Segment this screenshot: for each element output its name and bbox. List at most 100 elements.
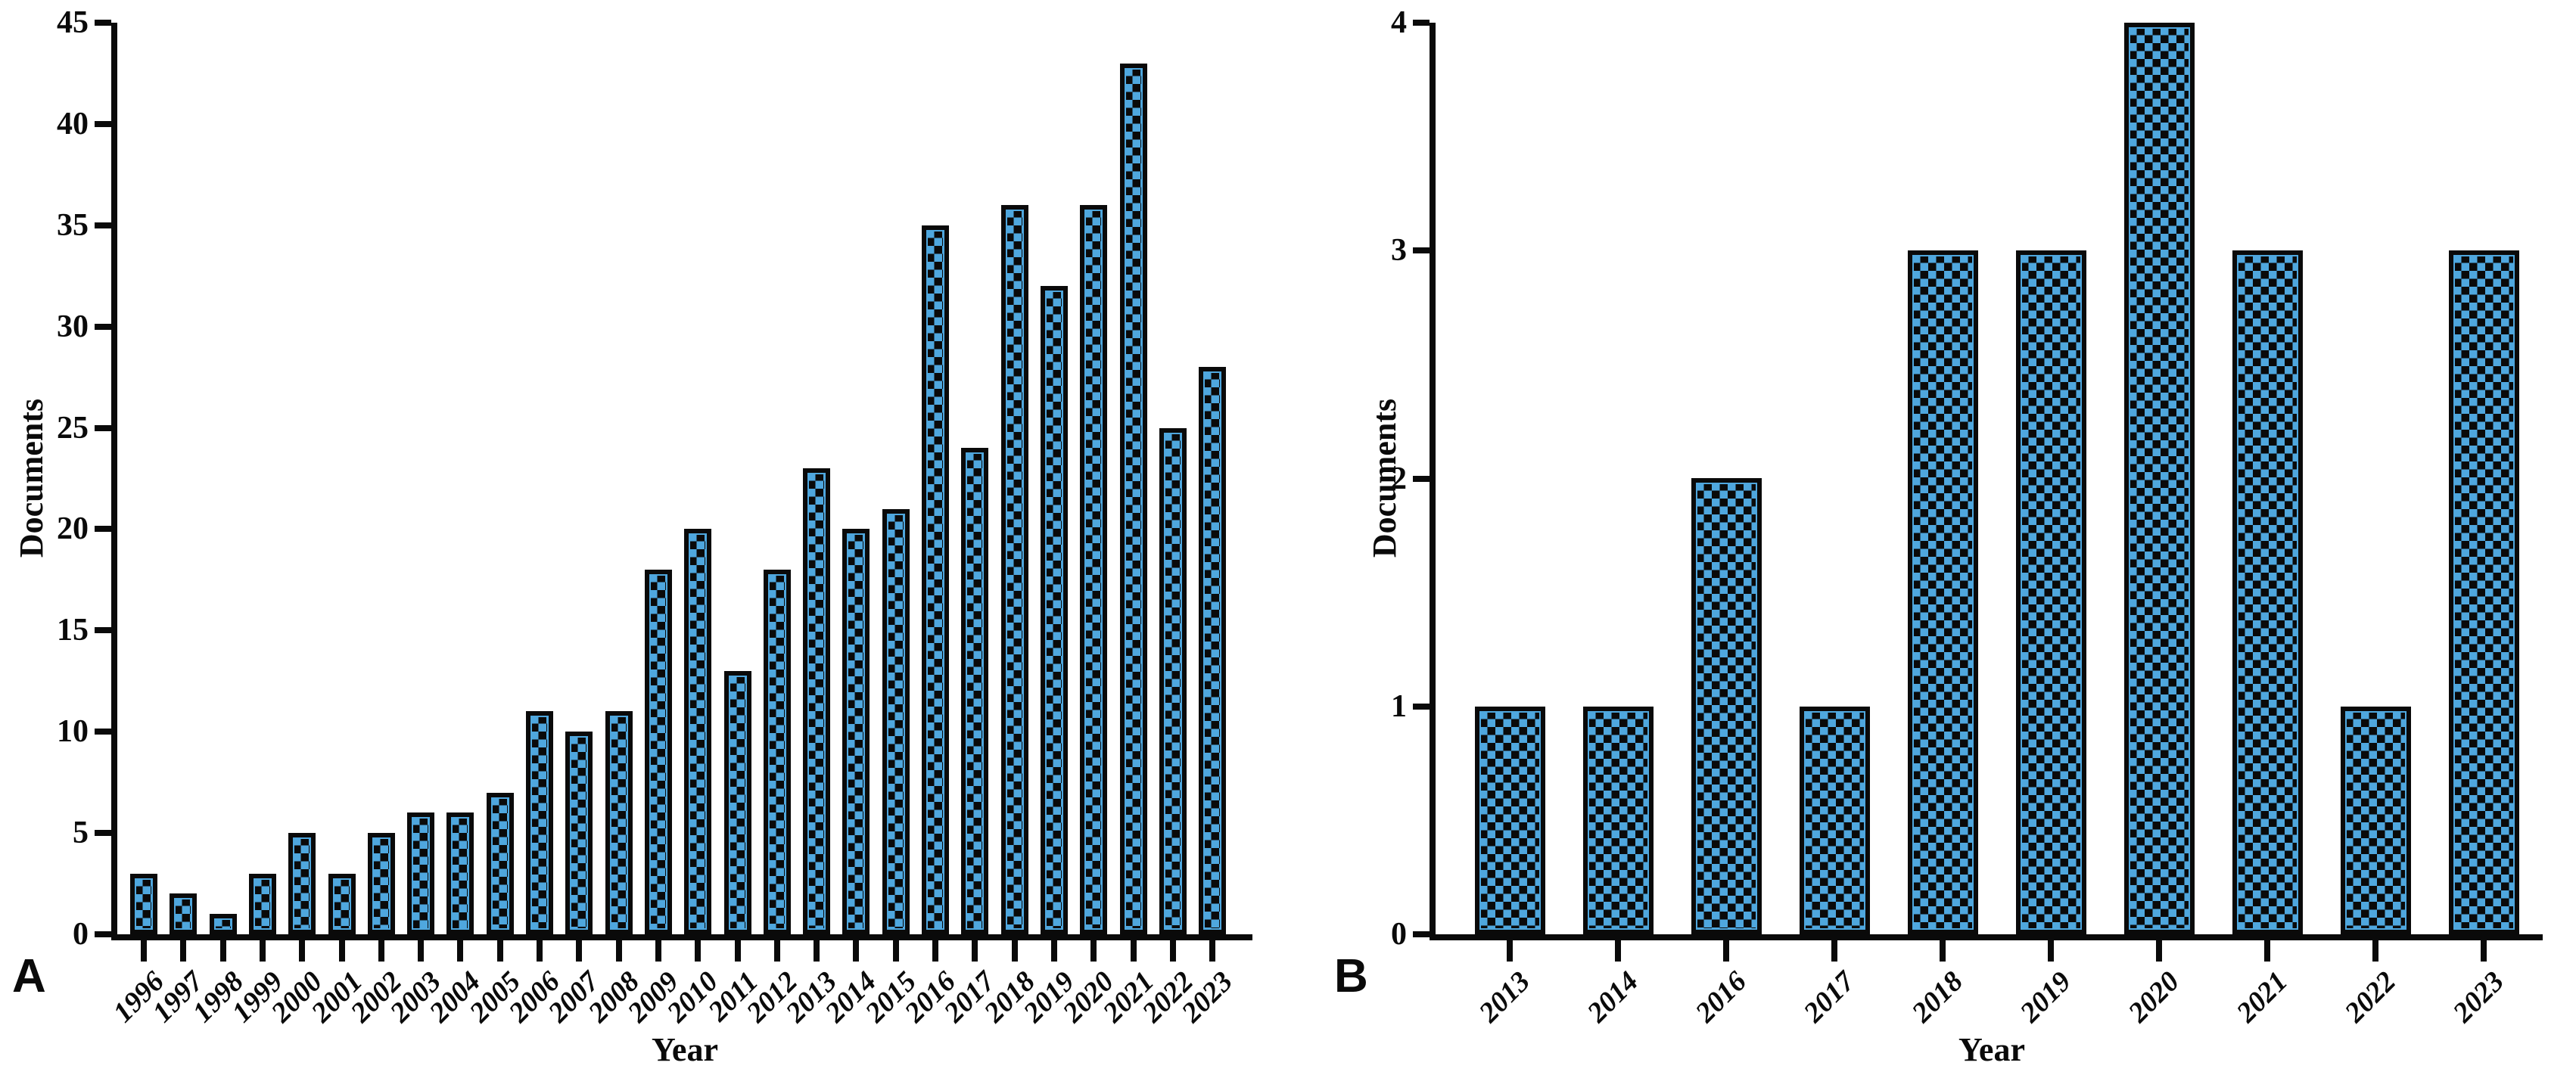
x-tick-a-2006 <box>537 940 543 962</box>
y-tick-label-b-2: 2 <box>1391 461 1407 496</box>
bar-a-1997 <box>170 893 197 934</box>
bar-a-1999 <box>249 874 276 934</box>
x-tick-a-2001 <box>339 940 345 962</box>
x-tick-a-2016 <box>932 940 938 962</box>
y-tick-label-a-25: 25 <box>57 411 89 446</box>
bar-a-2003 <box>407 812 434 934</box>
bar-b-2013 <box>1475 707 1545 934</box>
y-tick-label-b-4: 4 <box>1391 5 1407 40</box>
x-tick-b-2019 <box>2048 940 2054 962</box>
bar-a-2020 <box>1080 205 1107 934</box>
y-tick-b-1 <box>1413 704 1430 710</box>
x-tick-a-1999 <box>260 940 266 962</box>
bar-a-2002 <box>368 833 395 934</box>
y-tick-label-a-15: 15 <box>57 613 89 648</box>
bar-a-2019 <box>1041 286 1068 934</box>
bar-b-2022 <box>2341 707 2411 934</box>
x-tick-a-2003 <box>418 940 424 962</box>
y-tick-a-15 <box>95 627 111 633</box>
y-tick-a-45 <box>95 20 111 26</box>
bar-b-2019 <box>2016 250 2086 934</box>
bar-a-2000 <box>288 833 316 934</box>
y-tick-a-5 <box>95 830 111 836</box>
x-tick-b-2022 <box>2372 940 2378 962</box>
x-tick-b-2016 <box>1723 940 1729 962</box>
y-tick-a-10 <box>95 729 111 735</box>
x-tick-b-2014 <box>1615 940 1621 962</box>
x-tick-a-2014 <box>853 940 859 962</box>
x-tick-a-2010 <box>695 940 701 962</box>
x-tick-a-2012 <box>774 940 780 962</box>
y-tick-label-a-20: 20 <box>57 511 89 546</box>
bar-a-2013 <box>803 468 830 934</box>
x-tick-b-2013 <box>1507 940 1513 962</box>
bar-a-2009 <box>645 570 672 934</box>
bar-a-2023 <box>1199 367 1226 934</box>
x-tick-a-2019 <box>1051 940 1057 962</box>
bar-a-2001 <box>328 874 356 934</box>
bar-a-2022 <box>1159 428 1187 934</box>
x-tick-a-2018 <box>1012 940 1018 962</box>
x-tick-a-2021 <box>1131 940 1137 962</box>
bar-b-2021 <box>2232 250 2303 934</box>
x-tick-label-b-2013: 2013 <box>1473 965 1536 1029</box>
x-tick-a-2000 <box>299 940 305 962</box>
bar-a-2005 <box>487 793 514 934</box>
y-tick-label-a-10: 10 <box>57 714 89 749</box>
x-tick-a-2002 <box>378 940 384 962</box>
panel-a-x-axis-title: Year <box>652 1031 718 1068</box>
y-tick-b-4 <box>1413 20 1430 26</box>
x-tick-a-1997 <box>180 940 186 962</box>
y-tick-label-a-45: 45 <box>57 5 89 40</box>
y-tick-label-b-1: 1 <box>1391 689 1407 724</box>
y-tick-a-40 <box>95 121 111 127</box>
x-tick-b-2023 <box>2481 940 2487 962</box>
plot-area-b <box>1430 23 2543 940</box>
bar-b-2023 <box>2449 250 2519 934</box>
bar-a-2011 <box>724 671 751 934</box>
x-tick-a-2004 <box>457 940 463 962</box>
bar-a-2008 <box>605 711 633 934</box>
y-tick-b-3 <box>1413 247 1430 253</box>
plot-area-a <box>111 23 1252 940</box>
bar-a-2012 <box>764 570 791 934</box>
x-tick-a-2017 <box>972 940 978 962</box>
x-tick-a-2023 <box>1209 940 1215 962</box>
bar-a-2015 <box>882 509 910 934</box>
bar-b-2016 <box>1691 478 1762 934</box>
x-tick-a-2013 <box>814 940 820 962</box>
bar-a-1998 <box>210 914 237 934</box>
y-tick-label-a-35: 35 <box>57 208 89 243</box>
bar-a-2021 <box>1120 64 1147 934</box>
panel-b-letter: B <box>1334 950 1368 1002</box>
bar-a-2016 <box>922 225 949 934</box>
y-tick-a-30 <box>95 324 111 330</box>
x-tick-a-2007 <box>576 940 582 962</box>
y-tick-b-0 <box>1413 931 1430 937</box>
y-tick-label-b-3: 3 <box>1391 233 1407 268</box>
y-tick-b-2 <box>1413 476 1430 482</box>
y-tick-label-a-0: 0 <box>73 917 89 952</box>
x-tick-a-2009 <box>655 940 661 962</box>
panel-a-y-axis-title: Documents <box>13 398 50 558</box>
bar-a-1996 <box>130 874 157 934</box>
bar-a-2014 <box>842 529 870 934</box>
x-tick-a-2020 <box>1090 940 1097 962</box>
x-tick-a-1998 <box>220 940 226 962</box>
y-tick-label-a-40: 40 <box>57 107 89 141</box>
bar-a-2007 <box>565 732 593 934</box>
y-tick-label-a-5: 5 <box>73 816 89 850</box>
x-tick-b-2017 <box>1831 940 1837 962</box>
y-tick-label-a-30: 30 <box>57 309 89 344</box>
x-tick-a-2011 <box>735 940 741 962</box>
x-tick-a-2015 <box>893 940 899 962</box>
y-tick-label-b-0: 0 <box>1391 917 1407 952</box>
x-tick-a-1996 <box>141 940 147 962</box>
y-tick-a-35 <box>95 222 111 228</box>
bar-a-2004 <box>446 812 474 934</box>
bar-b-2018 <box>1908 250 1978 934</box>
y-tick-a-0 <box>95 931 111 937</box>
x-tick-b-2020 <box>2156 940 2162 962</box>
x-tick-b-2021 <box>2264 940 2270 962</box>
